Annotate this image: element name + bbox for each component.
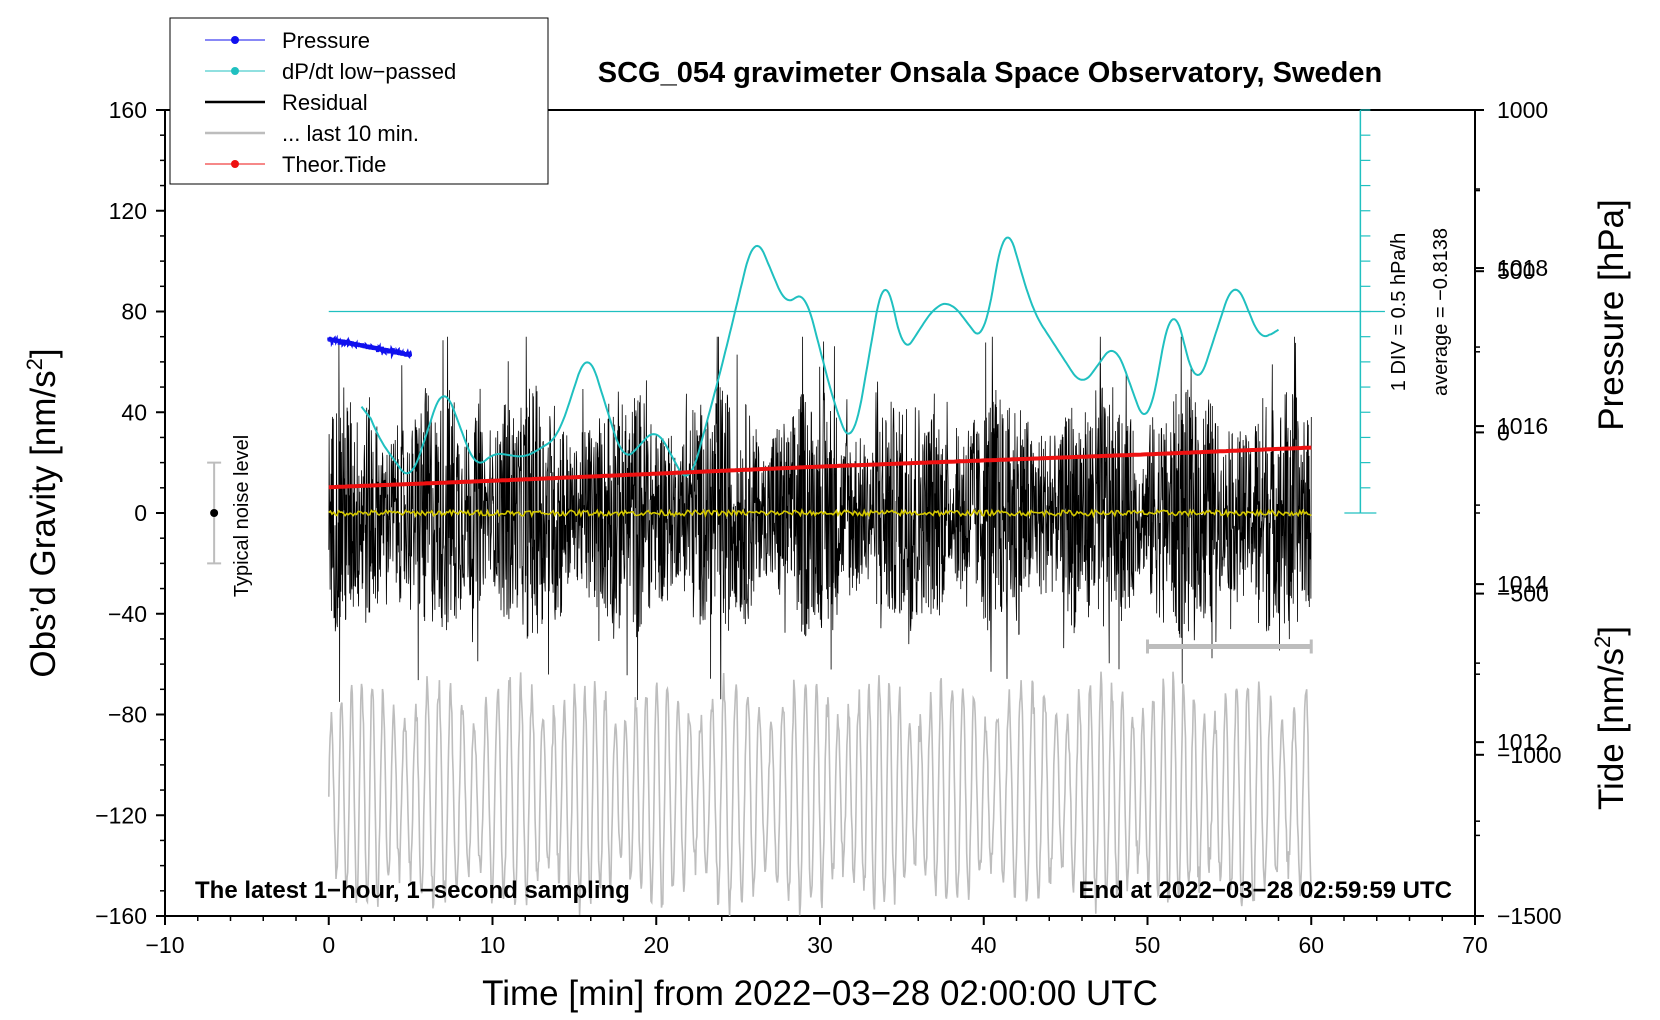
dpdt-average-label: average = −0.8138 <box>1430 228 1452 396</box>
tide-line <box>328 445 1312 490</box>
y-tide-tick-label: 0 <box>1497 419 1510 445</box>
x-tick-label: 10 <box>480 932 506 958</box>
x-tick-label: 20 <box>643 932 669 958</box>
x-tick-label: 30 <box>807 932 833 958</box>
last-10-min-line <box>328 671 1313 917</box>
y-right-bottom-axis-label: Tide [nm/s2] <box>1590 626 1631 810</box>
y-tide-tick-label: −1000 <box>1497 742 1562 768</box>
y-right-bottom-label-sup: 2 <box>1590 636 1615 648</box>
y-left-tick-label: 40 <box>121 399 147 425</box>
annotation-end-time: End at 2022−03−28 02:59:59 UTC <box>1078 877 1452 904</box>
x-tick-label: 70 <box>1462 932 1488 958</box>
y-left-tick-label: −80 <box>108 702 147 728</box>
y-left-label-text: Obs’d Gravity [nm/s <box>24 370 63 677</box>
legend-swatch-marker <box>231 36 239 44</box>
x-tick-label: 40 <box>971 932 997 958</box>
legend-label: Pressure <box>282 28 370 53</box>
y-left-tick-label: −160 <box>95 903 147 929</box>
dpdt-reference-layer <box>328 109 1385 514</box>
y-pressure-tick-label: 1014 <box>1497 571 1548 597</box>
y-tide-tick-label: −1500 <box>1497 903 1562 929</box>
y-left-label-sup: 2 <box>22 358 47 370</box>
y-tide-tick-label: 500 <box>1497 258 1535 284</box>
y-left-tick-label: 120 <box>109 198 147 224</box>
y-left-label-close: ] <box>24 348 63 358</box>
smoothed-residual-line <box>328 508 1312 519</box>
dpdt-scale-label: 1 DIV = 0.5 hPa/h <box>1388 233 1410 391</box>
dpdt-line <box>360 236 1280 477</box>
y-right-bottom-label-close: ] <box>1592 626 1631 636</box>
y-pressure-tick-label: 1012 <box>1497 729 1548 755</box>
y-left-tick-label: 0 <box>134 500 147 526</box>
y-right-bottom-label-text: Tide [nm/s <box>1592 648 1631 810</box>
x-tick-label: 60 <box>1298 932 1324 958</box>
y-pressure-tick-label: 1016 <box>1497 413 1548 439</box>
chart-title: SCG_054 gravimeter Onsala Space Observat… <box>598 57 1382 89</box>
y-left-axis-label: Obs’d Gravity [nm/s2] <box>22 348 63 677</box>
legend-label: Residual <box>282 90 368 115</box>
x-tick-label: 0 <box>322 932 335 958</box>
y-tide-tick-label: −500 <box>1497 581 1549 607</box>
y-right-top-axis-label: Pressure [hPa] <box>1592 199 1631 431</box>
legend-label: ... last 10 min. <box>282 121 419 146</box>
legend: Pressure dP/dt low−passed Residual ... last… <box>169 17 549 185</box>
y-left-tick-label: −40 <box>108 601 147 627</box>
x-tick-label: 50 <box>1135 932 1161 958</box>
y-left-tick-label: 80 <box>121 299 147 325</box>
noise-bar-center <box>210 509 219 517</box>
pressure-line <box>327 334 413 360</box>
y-tide-tick-label: 1000 <box>1497 97 1548 123</box>
x-tick-label: −10 <box>145 932 184 958</box>
series-layer <box>207 236 1313 917</box>
legend-label: Theor.Tide <box>282 152 386 177</box>
axis-layer: −10 0 10 20 30 40 50 60 70 −160 −120 −80 −40 0 40 80 120… <box>95 97 1561 958</box>
annotation-sampling: The latest 1−hour, 1−second sampling <box>195 877 630 904</box>
y-left-tick-label: 160 <box>109 97 147 123</box>
x-axis-label: Time [min] from 2022−03−28 02:00:00 UTC <box>482 974 1158 1013</box>
legend-swatch-marker <box>231 160 239 168</box>
noise-level-label: Typical noise level <box>231 435 253 597</box>
y-pressure-tick-label: 1018 <box>1497 255 1548 281</box>
y-left-tick-label: −120 <box>95 802 147 828</box>
legend-label: dP/dt low−passed <box>282 59 456 84</box>
legend-swatch-marker <box>231 67 239 75</box>
